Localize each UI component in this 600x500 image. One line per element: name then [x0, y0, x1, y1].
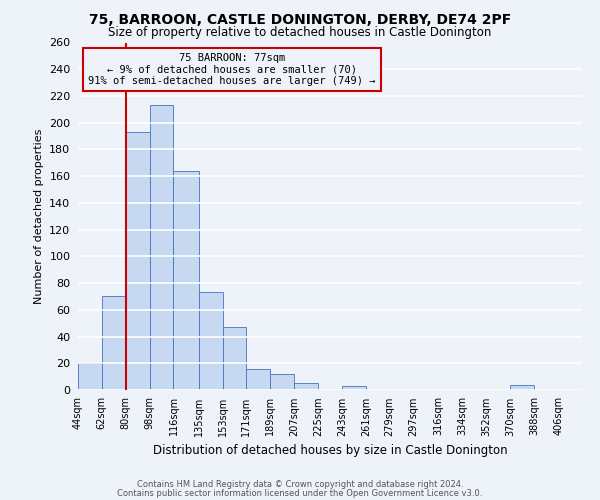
Bar	[173, 171, 199, 390]
Text: 75 BARROON: 77sqm
← 9% of detached houses are smaller (70)
91% of semi-detached : 75 BARROON: 77sqm ← 9% of detached house…	[88, 53, 376, 86]
Bar	[126, 132, 149, 390]
Bar	[294, 384, 318, 390]
Bar	[199, 292, 223, 390]
Bar	[271, 374, 294, 390]
Bar	[102, 296, 126, 390]
Bar	[511, 384, 534, 390]
Bar	[223, 327, 247, 390]
Text: Contains public sector information licensed under the Open Government Licence v3: Contains public sector information licen…	[118, 489, 482, 498]
Text: 75, BARROON, CASTLE DONINGTON, DERBY, DE74 2PF: 75, BARROON, CASTLE DONINGTON, DERBY, DE…	[89, 12, 511, 26]
Text: Size of property relative to detached houses in Castle Donington: Size of property relative to detached ho…	[109, 26, 491, 39]
Bar	[149, 106, 173, 390]
Bar	[342, 386, 366, 390]
Text: Contains HM Land Registry data © Crown copyright and database right 2024.: Contains HM Land Registry data © Crown c…	[137, 480, 463, 489]
Bar	[247, 368, 271, 390]
X-axis label: Distribution of detached houses by size in Castle Donington: Distribution of detached houses by size …	[152, 444, 508, 457]
Bar	[78, 364, 102, 390]
Y-axis label: Number of detached properties: Number of detached properties	[34, 128, 44, 304]
